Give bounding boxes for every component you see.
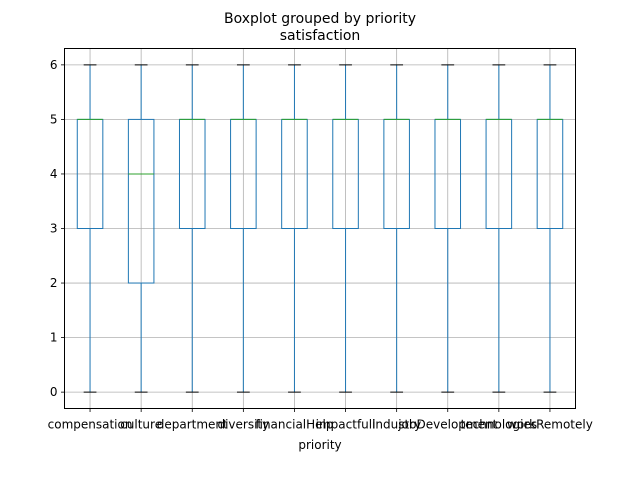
y-tick-label: 4 bbox=[50, 167, 58, 181]
x-tick-label: workRemotely bbox=[507, 418, 593, 432]
box-culture bbox=[127, 64, 155, 393]
box-impactfull bbox=[332, 64, 359, 393]
x-tick-label: department bbox=[157, 418, 228, 432]
x-axis: compensationculturedepartmentdiversityfi… bbox=[48, 408, 593, 432]
box-financialHelp bbox=[281, 64, 308, 393]
x-tick-label: diversity bbox=[217, 418, 269, 432]
iqr-box bbox=[127, 118, 155, 284]
chart-title: satisfaction bbox=[280, 28, 361, 44]
box-workRemotely bbox=[536, 64, 564, 393]
x-tick-label: impactfull bbox=[316, 418, 376, 432]
y-axis: 0 1 2 3 4 5 6 bbox=[50, 58, 65, 399]
x-tick-label: compensation bbox=[48, 418, 133, 432]
x-tick-label: culture bbox=[120, 418, 162, 432]
y-tick-label: 6 bbox=[50, 58, 58, 72]
chart-suptitle: Boxplot grouped by priority bbox=[224, 11, 416, 27]
box-department bbox=[178, 64, 206, 393]
y-tick-label: 5 bbox=[50, 112, 58, 126]
y-tick-label: 3 bbox=[50, 222, 58, 236]
x-tick-label: industry bbox=[372, 418, 421, 432]
box-jobDevelopment bbox=[434, 64, 462, 393]
x-tick-label: technologies bbox=[461, 418, 538, 432]
y-tick-label: 1 bbox=[50, 331, 58, 345]
boxes bbox=[76, 64, 564, 393]
x-tick-label: jobDevelopment bbox=[397, 418, 497, 432]
x-tick-label: financialHelp bbox=[255, 418, 333, 432]
box-compensation bbox=[76, 64, 104, 393]
box-diversity bbox=[230, 64, 257, 393]
x-axis-label: priority bbox=[298, 438, 341, 452]
y-tick-label: 2 bbox=[50, 276, 58, 290]
box-technologies bbox=[485, 64, 513, 393]
box-industry bbox=[383, 64, 410, 393]
y-tick-label: 0 bbox=[50, 385, 58, 399]
